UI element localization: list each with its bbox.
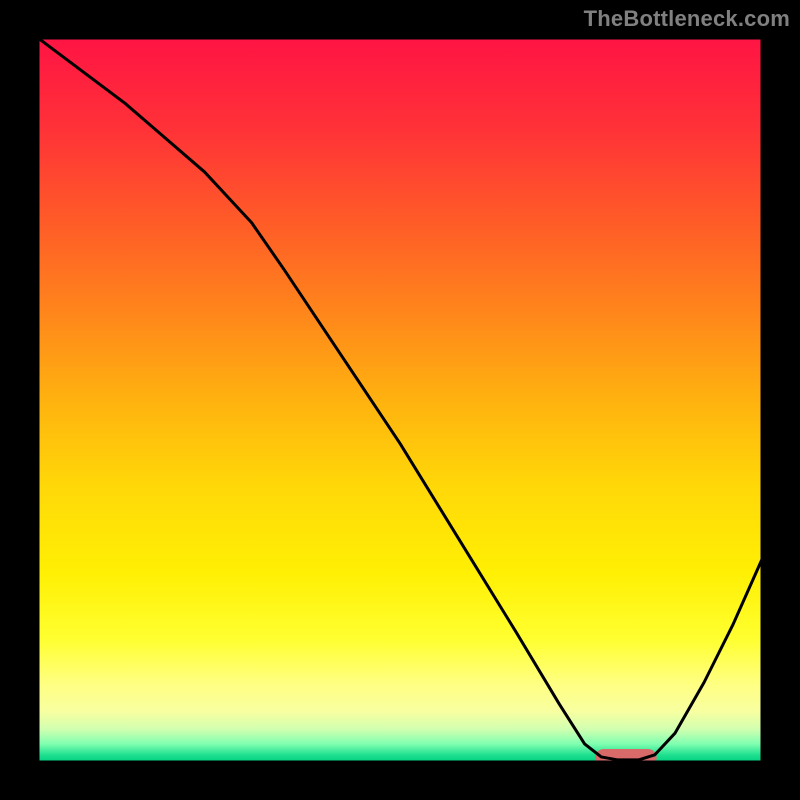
chart-container: TheBottleneck.com [0, 0, 800, 800]
bottleneck-line-chart [0, 0, 800, 800]
watermark-text: TheBottleneck.com [584, 6, 790, 32]
plot-background-gradient [38, 38, 762, 762]
